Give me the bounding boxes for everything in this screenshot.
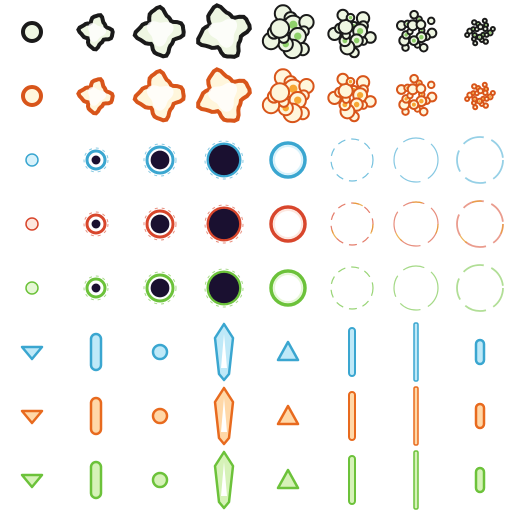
green-projectiles-frame-7 (413, 450, 419, 510)
smoke-explosion-frame-8 (464, 17, 496, 47)
green-shockwave-frame-7 (393, 265, 439, 311)
smoke-explosion-frame-4 (196, 3, 252, 59)
red-shockwave-frame-6 (330, 202, 374, 246)
smoke-explosion-frame-5 (261, 4, 315, 60)
orange-projectiles-frame-2 (89, 396, 103, 436)
fire-explosion-frame-6 (327, 72, 377, 123)
orange-projectiles-frame-6 (348, 391, 356, 441)
red-shockwave-frame-4 (204, 204, 244, 244)
green-projectiles-frame-3 (151, 471, 169, 489)
orange-projectiles-frame-4 (213, 386, 235, 446)
fire-explosion-frame-4 (196, 67, 252, 123)
orange-projectiles-frame-3 (151, 407, 169, 425)
orange-projectiles-frame-5 (276, 404, 300, 426)
red-shockwave-frame-1 (25, 217, 39, 231)
green-shockwave-frame-6 (330, 266, 374, 310)
red-shockwave-frame-7 (393, 201, 439, 247)
blue-projectiles-frame-7 (413, 322, 419, 382)
blue-projectiles-frame-2 (89, 332, 103, 372)
red-shockwave-frame-5 (269, 205, 307, 243)
blue-projectiles-frame-3 (151, 343, 169, 361)
green-shockwave-frame-1 (25, 281, 39, 295)
smoke-explosion-frame-7 (395, 9, 438, 53)
blue-shockwave-frame-4 (204, 140, 244, 180)
red-shockwave-frame-8 (456, 200, 504, 248)
smoke-explosion-frame-2 (76, 13, 115, 52)
fire-explosion-frame-1 (21, 85, 43, 107)
blue-projectiles-frame-6 (348, 327, 356, 377)
fire-explosion-frame-3 (132, 68, 186, 123)
green-shockwave-frame-5 (269, 269, 307, 307)
red-shockwave-frame-2 (83, 211, 109, 237)
blue-shockwave-frame-5 (269, 141, 307, 179)
smoke-explosion-frame-6 (327, 8, 377, 59)
red-shockwave-frame-3 (143, 207, 177, 241)
fire-explosion-frame-5 (261, 68, 315, 124)
blue-shockwave-frame-1 (25, 153, 39, 167)
fire-explosion-frame-7 (395, 73, 438, 117)
fire-explosion-frame-8 (464, 81, 496, 111)
blue-shockwave-frame-3 (143, 143, 177, 177)
green-projectiles-frame-6 (348, 455, 356, 505)
orange-projectiles-frame-8 (474, 402, 486, 430)
green-shockwave-frame-4 (204, 268, 244, 308)
green-projectiles-frame-4 (213, 450, 235, 510)
green-shockwave-frame-3 (143, 271, 177, 305)
smoke-explosion-frame-1 (21, 21, 43, 43)
blue-projectiles-frame-5 (276, 340, 300, 362)
green-shockwave-frame-8 (456, 264, 504, 312)
orange-projectiles-frame-1 (20, 409, 44, 425)
blue-shockwave-frame-7 (393, 137, 439, 183)
blue-projectiles-frame-8 (474, 338, 486, 366)
green-shockwave-frame-2 (83, 275, 109, 301)
blue-projectiles-frame-1 (20, 345, 44, 361)
orange-projectiles-frame-7 (413, 386, 419, 446)
blue-shockwave-frame-6 (330, 138, 374, 182)
fire-explosion-frame-2 (76, 77, 115, 116)
blue-projectiles-frame-4 (213, 322, 235, 382)
smoke-explosion-frame-3 (132, 4, 186, 59)
blue-shockwave-frame-2 (83, 147, 109, 173)
green-projectiles-frame-2 (89, 460, 103, 500)
green-projectiles-frame-1 (20, 473, 44, 489)
blue-shockwave-frame-8 (456, 136, 504, 184)
green-projectiles-frame-8 (474, 466, 486, 494)
green-projectiles-frame-5 (276, 468, 300, 490)
